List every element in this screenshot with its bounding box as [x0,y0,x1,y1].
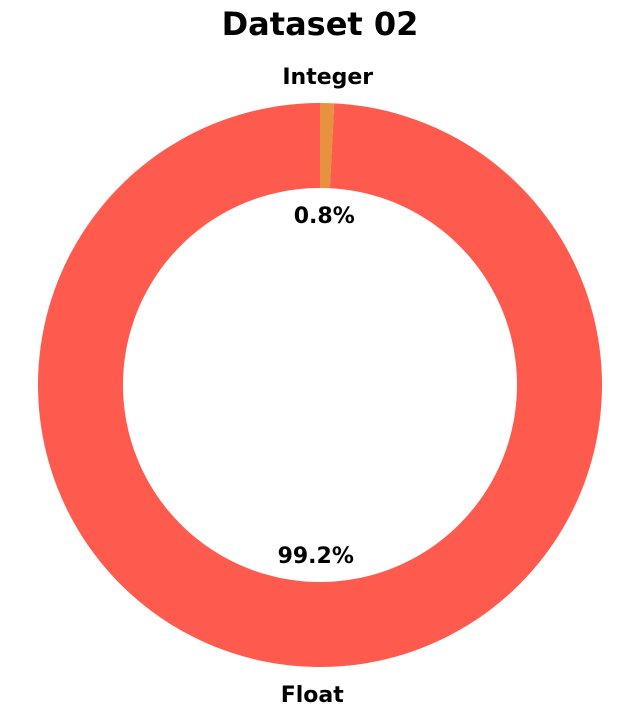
label-integer: Integer [282,65,373,90]
slice-float [37,103,602,668]
chart-title: Dataset 02 [222,5,419,43]
label-float: Float [281,683,345,708]
pct-integer: 0.8% [294,204,355,229]
pct-float: 99.2% [278,544,354,569]
slice-integer [320,103,335,189]
donut-slices [37,103,602,668]
donut-labels: Integer 0.8% Float 99.2% [278,65,374,708]
